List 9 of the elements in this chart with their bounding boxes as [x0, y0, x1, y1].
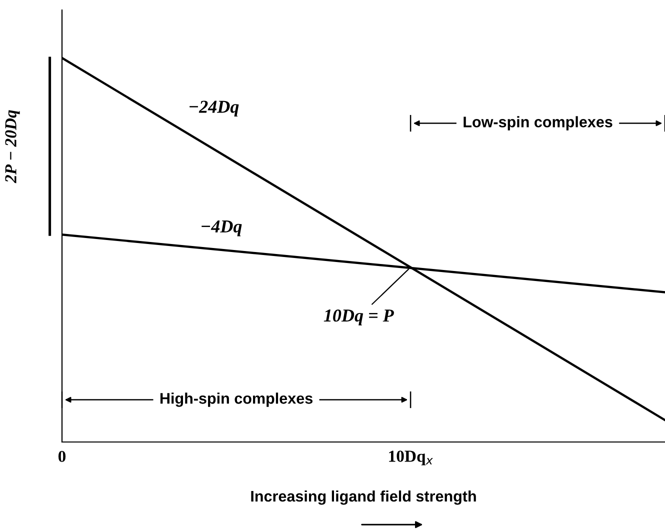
annotation: 10Dq = P [324, 309, 394, 326]
annotation: High-spin complexes [160, 392, 312, 407]
x-tick-label: 10Dq$_{x}$ [389, 450, 433, 466]
x-tick-label: 0 [58, 450, 66, 462]
series-label: −4Dq [202, 220, 242, 236]
y-axis-title: 2P − 20Dq [5, 110, 20, 184]
x-axis-title: Increasing ligand field strength [251, 490, 476, 505]
series-label: −24Dq [190, 100, 239, 117]
annotation: Low-spin complexes [464, 116, 612, 130]
